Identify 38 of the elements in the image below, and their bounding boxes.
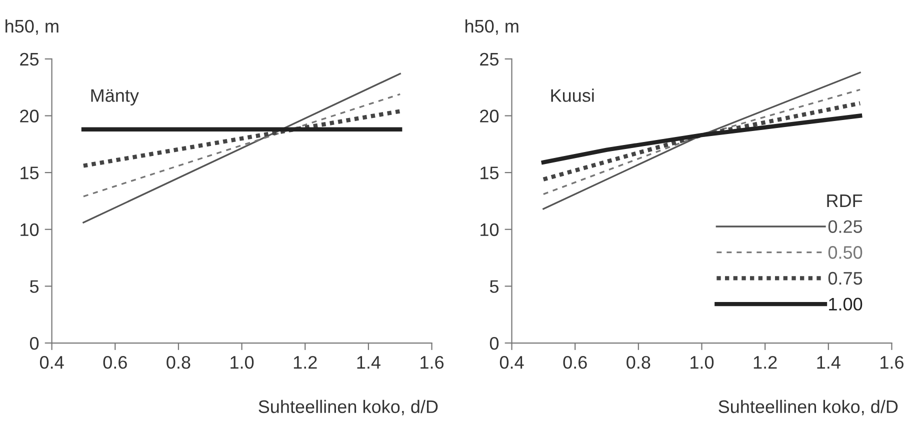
- x-axis-title: Suhteellinen koko, d/D: [718, 400, 898, 416]
- y-tick-label: 5: [490, 280, 499, 293]
- y-tick-label: 20: [20, 110, 39, 122]
- y-tick-label: 15: [20, 166, 39, 180]
- y-tick-label: 10: [20, 223, 39, 236]
- y-tick-label: 5: [30, 280, 39, 293]
- x-tick-label: 1.0: [690, 356, 714, 369]
- text: 0.75: [828, 272, 862, 285]
- text: 0.50: [828, 246, 862, 259]
- text: 1.00: [829, 298, 862, 311]
- x-axis-title: Suhteellinen koko, d/D: [258, 400, 438, 416]
- legend-title: RDF: [827, 194, 862, 207]
- text: Mänty: [91, 89, 139, 106]
- line-series: [541, 114, 862, 164]
- x-tick-label: 0.4: [500, 356, 524, 369]
- y-tick-label: 10: [480, 223, 499, 236]
- y-tick-label: 0: [490, 336, 499, 350]
- y-axis-title: h50, m: [6, 19, 58, 35]
- x-tick-label: 1.4: [817, 356, 840, 369]
- x-tick-label: 0.6: [563, 356, 587, 369]
- y-tick-label: 25: [480, 52, 499, 66]
- x-tick-label: 1.6: [880, 356, 904, 369]
- x-tick-label: 0.8: [166, 356, 190, 369]
- x-tick-label: 1.2: [754, 356, 777, 369]
- x-tick-label: 0.8: [626, 356, 650, 369]
- x-tick-label: 1.0: [230, 356, 254, 369]
- text: Kuusi: [551, 88, 594, 102]
- x-tick-label: 0.6: [103, 356, 127, 369]
- y-tick-label: 15: [480, 166, 499, 180]
- x-tick-label: 0.4: [40, 356, 64, 369]
- y-tick-label: 20: [480, 110, 499, 122]
- y-tick-label: 25: [20, 52, 39, 66]
- x-tick-label: 1.4: [357, 356, 380, 369]
- x-tick-label: 1.6: [420, 356, 444, 369]
- y-tick-label: 0: [30, 336, 39, 350]
- y-axis-title: h50, m: [466, 19, 518, 35]
- x-tick-label: 1.2: [294, 356, 317, 369]
- text: 0.25: [828, 220, 862, 233]
